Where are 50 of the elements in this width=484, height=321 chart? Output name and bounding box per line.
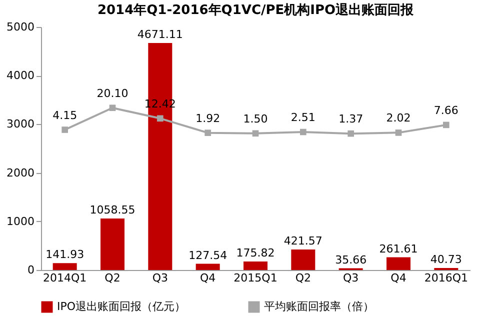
data-label: 20.10 [96, 86, 128, 100]
x-tick-label: 2015Q1 [234, 272, 278, 284]
data-label: 127.54 [188, 248, 228, 262]
point [252, 130, 259, 137]
data-label: 4.15 [52, 108, 78, 122]
bar [100, 218, 124, 270]
data-label: 1.37 [338, 112, 364, 126]
point [62, 126, 68, 133]
legend-label: 平均账面回报率（倍） [264, 300, 374, 313]
x-tick-label: 2016Q1 [424, 272, 468, 284]
data-label: 141.93 [46, 248, 84, 262]
y-tick-label: 5000 [6, 20, 34, 34]
bar [196, 264, 220, 270]
bar [291, 250, 316, 270]
bar [386, 257, 410, 270]
y-tick-label: 0 [28, 264, 34, 276]
data-label: 2.02 [386, 112, 411, 125]
data-label: 1.92 [196, 112, 220, 125]
x-tick-label: 2014Q1 [43, 272, 87, 284]
data-label: 421.57 [284, 234, 322, 248]
x-tick-label: Q2 [104, 272, 120, 284]
y-tick-label: 4000 [6, 69, 34, 82]
point [300, 128, 306, 136]
x-tick-label: Q2 [295, 272, 312, 284]
data-label: 40.73 [430, 253, 462, 266]
data-label: 261.61 [379, 242, 418, 256]
y-tick-label: 2000 [6, 166, 34, 180]
data-label: 2.51 [290, 111, 316, 124]
x-tick-label: Q4 [390, 272, 406, 284]
y-tick-label: 3000 [6, 118, 34, 131]
chart-title: 2014年Q1-2016年Q1VC/PE机构IPO退出账面回报 [97, 2, 415, 18]
data-label: 4671.11 [137, 28, 183, 41]
point [109, 104, 116, 112]
bar [244, 261, 268, 270]
point [157, 115, 164, 122]
bar [52, 263, 77, 270]
x-tick-label: Q4 [200, 272, 216, 284]
point [395, 130, 402, 136]
data-label: 1.50 [243, 112, 268, 126]
data-label: 35.66 [335, 253, 367, 266]
y-tick-label: 1000 [6, 214, 34, 228]
legend-label: IPO退出账面回报（亿元） [57, 300, 186, 313]
x-tick-label: Q3 [152, 272, 168, 284]
point [443, 122, 450, 128]
point [204, 130, 211, 136]
data-label: 1058.55 [90, 204, 136, 217]
x-tick-label: Q3 [342, 272, 359, 284]
point [348, 130, 354, 137]
data-label: 175.82 [236, 246, 275, 260]
data-label: 7.66 [434, 104, 458, 117]
